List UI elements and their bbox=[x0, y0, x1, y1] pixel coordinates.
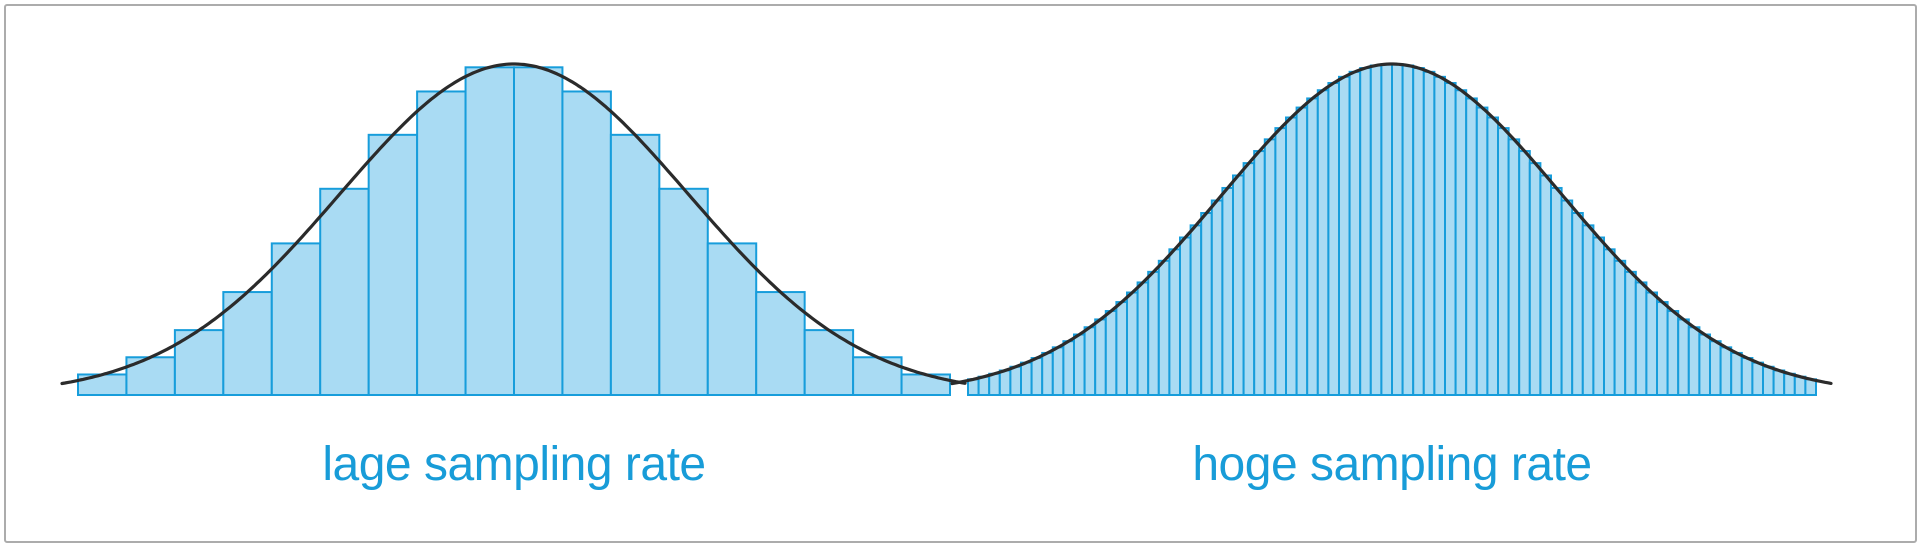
histogram-bar bbox=[1274, 127, 1288, 396]
histogram-bar bbox=[1698, 333, 1712, 397]
histogram-bar bbox=[1497, 127, 1510, 396]
histogram-bar bbox=[1189, 224, 1203, 396]
histogram-bar bbox=[1348, 70, 1362, 397]
histogram-bar bbox=[1263, 138, 1277, 396]
histogram-bar bbox=[1634, 281, 1648, 396]
histogram-bar bbox=[1433, 75, 1447, 396]
histogram-bar bbox=[1179, 236, 1192, 396]
histogram-bar bbox=[1507, 138, 1521, 396]
histogram-bar bbox=[1772, 369, 1786, 397]
histogram-bar bbox=[1475, 106, 1489, 396]
histogram-bar bbox=[1306, 97, 1319, 396]
histogram-bar bbox=[1041, 351, 1054, 397]
histogram-bar bbox=[1232, 174, 1245, 396]
histogram-bar bbox=[1624, 270, 1637, 396]
gaussian-curve bbox=[60, 62, 967, 386]
histogram-bar bbox=[1369, 64, 1383, 396]
histogram-bar bbox=[1730, 351, 1743, 397]
histogram-bar bbox=[988, 372, 1001, 396]
histogram-bar bbox=[1592, 236, 1606, 396]
histogram-bar bbox=[1422, 70, 1436, 397]
gaussian-curve bbox=[950, 62, 1833, 386]
histogram-bar bbox=[1603, 248, 1616, 396]
histogram-bar bbox=[1528, 162, 1542, 396]
histogram-bar bbox=[1210, 199, 1224, 396]
histogram-bar bbox=[1242, 162, 1256, 396]
histogram-bar bbox=[1539, 174, 1553, 396]
histogram-bar bbox=[1518, 150, 1531, 396]
histogram-bar bbox=[1486, 116, 1500, 397]
histogram-bar bbox=[1687, 326, 1701, 397]
histogram-bar bbox=[1327, 81, 1341, 397]
histogram-bar bbox=[1136, 281, 1150, 396]
histogram-bar bbox=[1677, 318, 1690, 396]
histogram-bar bbox=[1147, 270, 1160, 396]
histogram-bar bbox=[1316, 89, 1330, 396]
histogram-bar bbox=[998, 369, 1012, 397]
histogram-bar bbox=[1295, 106, 1309, 396]
histogram-bar bbox=[1740, 357, 1754, 396]
histogram-bar bbox=[1656, 301, 1669, 396]
histogram-bar bbox=[1115, 301, 1129, 396]
histogram-bar bbox=[1550, 186, 1563, 396]
histogram-bar bbox=[416, 90, 467, 396]
histogram-bar bbox=[706, 242, 758, 396]
histogram-bar bbox=[1793, 375, 1807, 397]
label-lage-sampling-rate: lage sampling rate bbox=[322, 438, 706, 491]
histogram-bar bbox=[1613, 259, 1627, 396]
right-histogram bbox=[950, 62, 1833, 397]
histogram-bar bbox=[1157, 259, 1171, 396]
histogram-bar bbox=[1645, 291, 1659, 397]
histogram-bar bbox=[1020, 361, 1033, 396]
histogram-bar bbox=[1783, 372, 1796, 396]
histogram-bar bbox=[1560, 199, 1574, 396]
histogram-bar bbox=[1444, 81, 1457, 397]
histogram-bar bbox=[270, 242, 322, 396]
histogram-bar bbox=[1401, 64, 1415, 396]
histogram-bar bbox=[1751, 361, 1765, 396]
histogram-bar bbox=[1412, 67, 1425, 397]
histogram-bar bbox=[1073, 333, 1086, 397]
histogram-bar bbox=[1051, 346, 1065, 396]
histogram-bar bbox=[513, 66, 564, 396]
histogram-bar bbox=[1571, 212, 1584, 396]
histogram-bar bbox=[1200, 212, 1213, 396]
histogram-bar bbox=[1380, 63, 1394, 396]
histogram-bar bbox=[1762, 365, 1775, 397]
label-hoge-sampling-rate: hoge sampling rate bbox=[1192, 438, 1592, 491]
histogram-bar bbox=[367, 133, 419, 397]
left-histogram bbox=[60, 62, 967, 397]
histogram-bar bbox=[1083, 326, 1097, 397]
histogram-bar bbox=[1030, 357, 1044, 396]
histogram-bar bbox=[464, 66, 515, 396]
histogram-bar bbox=[1709, 340, 1722, 397]
histogram-bar bbox=[977, 375, 991, 397]
histogram-bar bbox=[1221, 186, 1235, 396]
histogram-bar bbox=[1168, 248, 1182, 396]
histogram-bar bbox=[1465, 97, 1478, 396]
histogram-bar bbox=[319, 187, 370, 396]
histogram-bar bbox=[1126, 291, 1139, 397]
histogram-bar bbox=[1391, 63, 1404, 396]
histogram-bar bbox=[1719, 346, 1733, 396]
histogram-bar bbox=[1104, 310, 1118, 396]
histogram-bar bbox=[609, 133, 661, 397]
histogram-bar bbox=[1359, 67, 1372, 397]
histogram-bar bbox=[561, 90, 612, 396]
histogram-bar bbox=[1009, 365, 1023, 397]
histogram-bar bbox=[1666, 310, 1680, 396]
histogram-bar bbox=[1094, 318, 1107, 396]
histogram-bar bbox=[1338, 75, 1351, 396]
histogram-bar bbox=[1581, 224, 1595, 396]
histogram-bar bbox=[1062, 340, 1076, 397]
histogram-bar bbox=[1253, 150, 1266, 396]
histogram-bar bbox=[222, 291, 273, 396]
histogram-bar bbox=[1285, 116, 1298, 397]
histogram-bar bbox=[1454, 89, 1468, 396]
histogram-bar bbox=[658, 187, 709, 396]
